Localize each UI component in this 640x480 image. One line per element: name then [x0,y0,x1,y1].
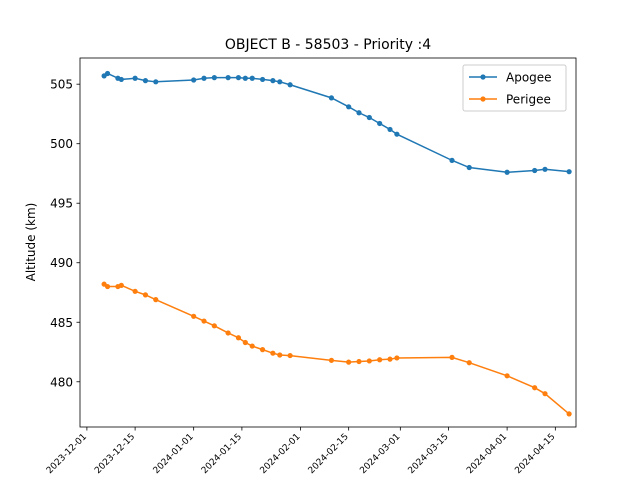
legend-label: Perigee [506,93,551,107]
data-point [235,335,242,341]
data-point [366,114,372,121]
x-tick-label: 2024-03-15 [407,432,451,476]
data-point [259,347,266,353]
y-axis-label: Altitude (km) [24,203,38,282]
legend: Apogee Perigee [462,64,567,112]
data-point [211,75,217,81]
x-axis: 2023-12-01 2023-12-15 2024-01-01 2024-01-15… [45,427,557,476]
data-point [377,357,383,363]
x-tick-label: 2023-12-01 [45,432,89,476]
data-point [242,339,248,346]
legend-swatch-marker [480,74,486,80]
data-point [394,131,400,137]
data-point [249,75,255,81]
x-tick-label: 2024-02-01 [259,432,303,476]
x-tick-label: 2024-02-15 [307,432,351,476]
data-point [328,357,335,363]
data-point [270,350,276,356]
data-point [287,82,293,88]
data-point [532,385,538,391]
legend-item: Apogee [469,71,552,85]
data-point [504,169,510,175]
data-point [270,78,276,84]
data-point [328,95,335,101]
chart-title: OBJECT B - 58503 - Priority :4 [225,37,431,53]
data-point [466,360,472,366]
data-point [249,343,255,349]
data-point [366,358,372,364]
legend-label: Apogee [506,71,552,85]
series-perigee [101,281,572,417]
data-point [259,76,266,83]
y-tick-label: 490 [50,256,73,270]
x-tick-label: 2024-01-01 [152,432,196,476]
data-point [225,75,231,81]
data-point [153,79,159,85]
y-tick-label: 505 [50,78,73,92]
data-point [387,126,393,133]
data-point [466,164,472,171]
data-point [356,358,362,365]
y-tick-label: 495 [50,197,73,211]
data-point [201,75,207,81]
y-tick-label: 480 [50,375,73,389]
data-point [377,120,383,127]
series-apogee [101,70,572,175]
data-point [242,75,248,81]
data-point [346,104,352,110]
series-layer [101,70,572,417]
data-point [287,352,293,359]
data-point [132,288,138,294]
data-point [235,75,242,81]
legend-swatch-marker [480,96,486,102]
legend-item: Perigee [469,93,551,107]
data-point [201,318,207,324]
data-point [153,297,159,303]
data-point [542,166,548,172]
x-tick-label: 2024-03-01 [358,432,402,476]
data-point [449,157,455,163]
y-axis: 480 485 490 495 500 505 [50,78,80,389]
data-point [346,359,352,365]
plot-frame [79,57,577,428]
data-point [142,78,149,84]
data-point [277,352,283,358]
data-point [132,75,138,81]
data-point [542,391,548,397]
data-point [387,356,393,362]
x-tick-label: 2024-01-15 [200,432,244,476]
data-point [449,354,455,360]
data-point [532,167,538,174]
data-point [504,373,510,379]
data-point [394,355,400,361]
data-point [142,292,149,298]
data-point [211,323,217,329]
data-point [191,77,197,83]
x-tick-label: 2023-12-15 [93,432,137,476]
series-line [103,283,570,415]
x-tick-label: 2024-04-15 [513,432,557,476]
x-tick-label: 2024-04-01 [465,432,509,476]
data-point [356,110,362,116]
data-point [566,411,572,417]
data-point [277,79,283,85]
data-point [104,70,111,77]
y-tick-label: 500 [50,137,73,151]
data-point [118,76,124,83]
data-point [191,313,197,319]
data-point [566,169,572,175]
data-point [104,283,111,290]
data-point [118,282,124,288]
y-tick-label: 485 [50,316,73,330]
data-point [225,330,231,336]
